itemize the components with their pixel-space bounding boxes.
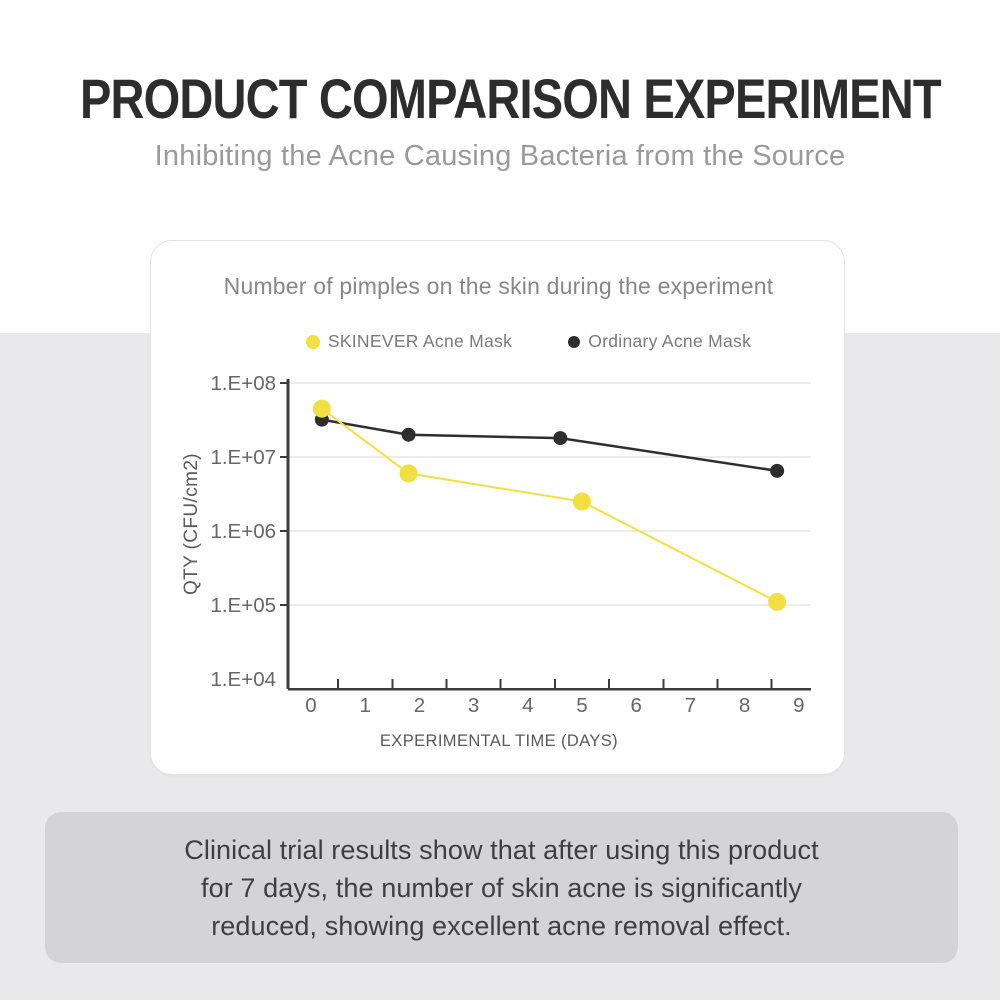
line-chart: 1.E+08 1.E+07 1.E+06 1.E+05 1.E+04 0 1 2 3 4 5 6 7 8 9… (181, 372, 811, 750)
footer-note-line: Clinical trial results show that after u… (184, 834, 819, 865)
data-point-ordinary-acne-mask (401, 427, 416, 442)
x-axis-tick-label: 8 (739, 694, 750, 717)
x-axis-tick-label: 4 (522, 694, 533, 717)
legend-label: Ordinary Acne Mask (588, 331, 752, 351)
chart-legend: SKINEVER Acne Mask Ordinary Acne Mask (151, 331, 846, 352)
y-axis-title: QTY (CFU/cm2) (181, 453, 202, 595)
x-axis-tick-label: 1 (359, 694, 370, 717)
y-axis-tick-label: 1.E+07 (210, 446, 276, 469)
legend-item: SKINEVER Acne Mask (305, 331, 513, 352)
footer-note-line: for 7 days, the number of skin acne is s… (201, 872, 802, 903)
y-axis-tick-label: 1.E+04 (210, 668, 276, 691)
footer-note-line: reduced, showing excellent acne removal … (211, 910, 792, 941)
x-axis-tick-label: 6 (630, 694, 641, 717)
x-axis-tick-label: 3 (468, 694, 479, 717)
series-line-skinever-acne-mask (321, 407, 778, 603)
data-point-ordinary-acne-mask (770, 463, 785, 478)
x-axis-tick-label: 7 (685, 694, 696, 717)
chart-card: Number of pimples on the skin during the… (150, 240, 845, 775)
x-axis-tick-label: 2 (414, 694, 425, 717)
series-line-ordinary-acne-mask (321, 418, 778, 473)
x-axis-tick-label: 5 (576, 694, 587, 717)
page-title: PRODUCT COMPARISON EXPERIMENT (80, 67, 942, 130)
legend-label: SKINEVER Acne Mask (327, 331, 513, 351)
chart-title: Number of pimples on the skin during the… (223, 273, 774, 299)
legend-item: Ordinary Acne Mask (568, 331, 751, 352)
footer-note-box: Clinical trial results show that after u… (45, 812, 958, 963)
legend-swatch-icon (305, 334, 320, 349)
x-axis-tick-label: 9 (793, 694, 804, 717)
data-point-skinever-acne-mask (573, 492, 591, 511)
data-point-skinever-acne-mask (768, 592, 787, 611)
y-axis-tick-label: 1.E+06 (210, 520, 276, 543)
data-point-ordinary-acne-mask (553, 431, 568, 446)
legend-swatch-icon (568, 335, 581, 348)
y-axis-tick-label: 1.E+08 (210, 372, 276, 395)
x-axis-tick-label: 0 (305, 694, 316, 717)
y-axis-tick-label: 1.E+05 (210, 594, 276, 617)
page-subtitle: Inhibiting the Acne Causing Bacteria fro… (154, 140, 846, 172)
data-point-skinever-acne-mask (312, 399, 331, 418)
data-point-skinever-acne-mask (399, 464, 418, 483)
x-axis-title: EXPERIMENTAL TIME (DAYS) (380, 732, 618, 750)
